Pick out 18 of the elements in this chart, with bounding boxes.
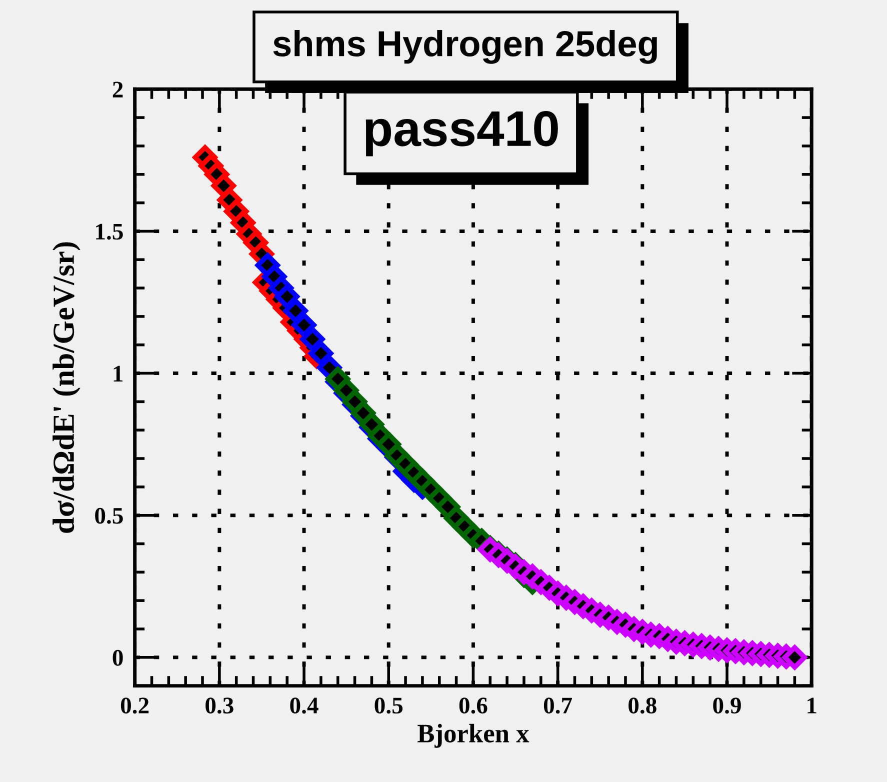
y-tick-label: 1 bbox=[114, 366, 122, 382]
x-tick-label: 0.7 bbox=[544, 698, 572, 714]
x-tick-label: 0.5 bbox=[374, 698, 403, 714]
y-axis-title: dσ/dΩdE' (nb/GeV/sr) bbox=[52, 242, 80, 533]
y-tick-label: 0.5 bbox=[95, 508, 123, 524]
x-tick-label: 0.9 bbox=[713, 698, 741, 714]
x-tick-label: 0.6 bbox=[459, 698, 488, 714]
x-tick-label: 0.8 bbox=[628, 698, 656, 714]
x-tick-label: 1 bbox=[808, 698, 816, 714]
y-tick-label: 0 bbox=[112, 650, 123, 666]
x-tick-label: 0.2 bbox=[120, 698, 149, 714]
x-tick-label: 0.4 bbox=[290, 698, 318, 714]
chart-subtitle: pass410 bbox=[366, 110, 558, 156]
x-tick-label: 0.3 bbox=[206, 698, 234, 714]
chart-title: shms Hydrogen 25deg bbox=[273, 30, 657, 64]
y-tick-label: 1.5 bbox=[96, 224, 123, 240]
y-tick-label: 2 bbox=[112, 82, 123, 98]
x-axis-title: Bjorken x bbox=[418, 724, 530, 748]
